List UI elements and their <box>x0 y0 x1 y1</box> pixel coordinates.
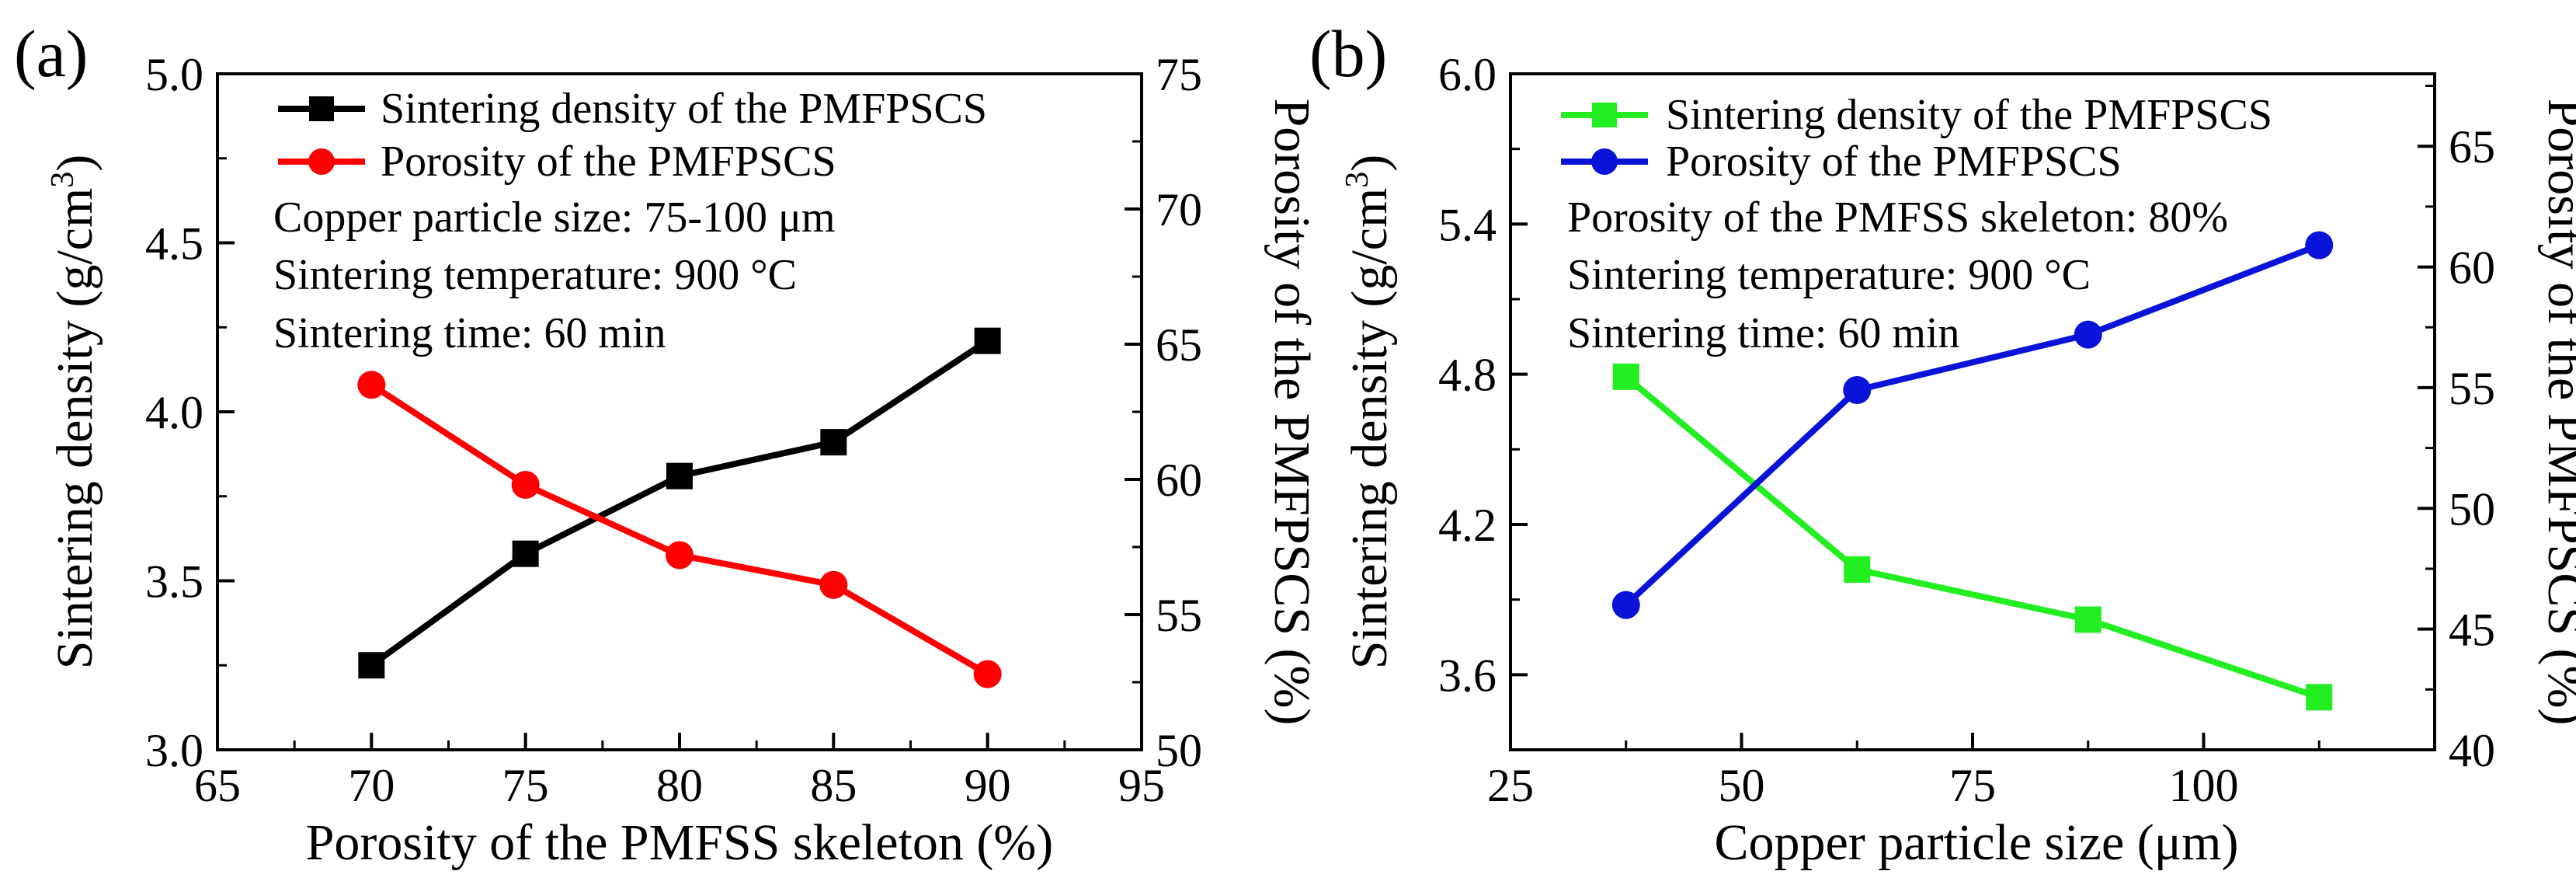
y2-tick-label-b-5: 65 <box>2449 121 2495 172</box>
panel-label-a: (a) <box>14 16 88 91</box>
data-point-b-1-0 <box>1611 591 1640 619</box>
data-point-b-0-2 <box>2074 606 2101 633</box>
panel-a-y-axis-title: Sintering density (g/cm3) <box>45 155 103 670</box>
series-line-b-0 <box>1624 374 2320 701</box>
panel-a-series <box>357 327 1002 688</box>
data-point-a-1-4 <box>973 660 1002 688</box>
x-tick-label-a-6: 95 <box>1118 760 1165 811</box>
panel-a-annotation-2: Sintering temperature: 900 °C <box>273 251 797 299</box>
x-tick-label-a-4: 85 <box>810 760 857 811</box>
series-line-a-1 <box>370 382 989 678</box>
chart-panel-a: (a) 65 70 75 80 85 90 953.03.54.04.55.05055606… <box>14 16 1320 871</box>
panel-label-b: (b) <box>1309 16 1387 91</box>
y2-tick-label-a-1: 55 <box>1156 590 1202 641</box>
y-tick-label-a-2: 4.0 <box>145 387 203 438</box>
legend-a-marker-density <box>309 96 334 121</box>
x-tick-label-a-0: 65 <box>194 760 241 811</box>
panel-b-x-axis-title: Copper particle size (μm) <box>1715 814 2239 871</box>
legend-b-marker-porosity <box>1591 148 1618 175</box>
y2-tick-label-b-3: 55 <box>2449 363 2495 414</box>
y2-tick-label-a-4: 70 <box>1156 184 1202 235</box>
panel-b-series <box>1611 231 2334 711</box>
data-point-a-0-2 <box>666 462 693 490</box>
legend-b-marker-density <box>1592 103 1617 127</box>
panel-a-plot-frame <box>216 72 1143 751</box>
x-tick-label-b-0: 25 <box>1487 760 1534 811</box>
x-tick-label-a-1: 70 <box>348 760 395 811</box>
y2-tick-label-b-0: 40 <box>2449 725 2495 776</box>
y-tick-label-a-4: 5.0 <box>145 49 203 100</box>
x-tick-label-b-3: 100 <box>2169 760 2239 811</box>
panel-b-legend: Sintering density of the PMFPSCS Porosit… <box>1561 91 2272 186</box>
panel-b-y2-axis-title: Porosity of the PMFPSCS (%) <box>2537 99 2576 726</box>
y-tick-label-a-1: 3.5 <box>145 556 203 608</box>
x-tick-label-a-3: 80 <box>656 760 703 811</box>
panel-a-legend: Sintering density of the PMFPSCS Porosit… <box>278 85 987 186</box>
y2-tick-label-a-3: 65 <box>1156 319 1202 371</box>
x-tick-label-a-2: 75 <box>502 760 549 811</box>
legend-b-label-porosity: Porosity of the PMFPSCS <box>1666 138 2122 186</box>
y-tick-label-b-4: 6.0 <box>1438 49 1497 100</box>
data-point-b-0-3 <box>2306 684 2333 711</box>
legend-b-label-density: Sintering density of the PMFPSCS <box>1666 91 2272 139</box>
data-point-a-0-3 <box>820 429 847 456</box>
series-line-b-1 <box>1624 242 2320 608</box>
legend-a-label-density: Sintering density of the PMFPSCS <box>381 85 987 133</box>
data-point-a-0-0 <box>358 652 385 679</box>
data-point-a-1-0 <box>357 371 386 399</box>
panel-b-plot-frame <box>1509 72 2436 751</box>
data-point-a-0-4 <box>974 327 1001 354</box>
y2-tick-label-b-2: 50 <box>2449 483 2495 535</box>
y2-tick-label-a-0: 50 <box>1156 725 1202 776</box>
panel-b-annotation-1: Porosity of the PMFSS skeleton: 80% <box>1567 193 2228 242</box>
data-point-a-1-2 <box>666 541 694 570</box>
panel-a-annotation-1: Copper particle size: 75-100 μm <box>273 193 836 242</box>
y-tick-label-a-0: 3.0 <box>145 725 203 776</box>
panel-b-y-axis-title: Sintering density (g/cm3) <box>1340 155 1398 670</box>
y2-tick-label-a-5: 75 <box>1156 49 1202 100</box>
x-tick-label-b-2: 75 <box>1949 760 1996 811</box>
series-line-a-0 <box>369 338 989 668</box>
legend-a-marker-porosity <box>308 148 335 175</box>
data-point-b-0-1 <box>1844 556 1871 583</box>
data-point-b-1-2 <box>2074 320 2102 349</box>
chart-panel-b: (b) 25 50 75 100 3.6 4.2 4.8 5.4 6.0 40 45 50 55 60 65… <box>1309 16 2576 871</box>
y2-tick-label-b-4: 60 <box>2449 242 2495 294</box>
x-tick-label-a-5: 90 <box>965 760 1011 811</box>
data-point-a-1-3 <box>819 570 848 599</box>
panel-a-tick-labels: 65 70 75 80 85 90 95 3.0 3.5 4.0 4.5 5.0 50 55 60 65 70 7… <box>145 49 1202 811</box>
data-point-b-1-3 <box>2305 231 2334 260</box>
y2-tick-label-a-2: 60 <box>1156 455 1202 506</box>
panel-b-tick-labels: 25 50 75 100 3.6 4.2 4.8 5.4 6.0 40 45 50 55 60 65 <box>1438 49 2495 811</box>
x-tick-label-b-1: 50 <box>1719 760 1765 811</box>
legend-a-label-porosity: Porosity of the PMFPSCS <box>381 138 836 186</box>
panel-b-annotation-3: Sintering time: 60 min <box>1567 309 1960 357</box>
data-point-a-0-1 <box>512 540 539 567</box>
data-point-b-1-1 <box>1843 376 1872 405</box>
panel-a-y2-axis-title: Porosity of the PMFPSCS (%) <box>1264 99 1320 726</box>
panel-a-x-axis-title: Porosity of the PMFSS skeleton (%) <box>306 814 1054 871</box>
data-point-b-0-0 <box>1612 363 1639 390</box>
panel-b-annotation-2: Sintering temperature: 900 °C <box>1567 251 2091 299</box>
y-tick-label-a-3: 4.5 <box>145 218 203 270</box>
y-tick-label-b-3: 5.4 <box>1438 199 1497 250</box>
y-tick-label-b-2: 4.8 <box>1438 350 1497 401</box>
y-tick-label-b-0: 3.6 <box>1438 650 1497 701</box>
y2-tick-label-b-1: 45 <box>2449 605 2495 656</box>
y-tick-label-b-1: 4.2 <box>1438 500 1497 551</box>
panel-a-annotation-3: Sintering time: 60 min <box>273 309 666 357</box>
data-point-a-1-1 <box>511 470 540 499</box>
